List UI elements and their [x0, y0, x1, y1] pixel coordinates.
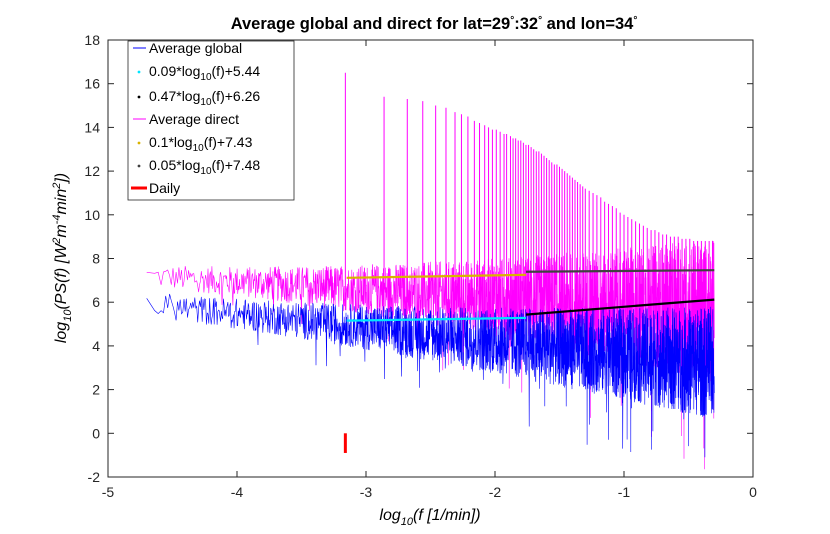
y-tick-label: 2 — [92, 382, 100, 398]
legend-entry: 0.09*log10(f)+5.44 — [149, 63, 260, 83]
fit-line — [346, 273, 526, 279]
y-tick-label: 14 — [84, 119, 100, 135]
legend-entry: 0.1*log10(f)+7.43 — [149, 134, 253, 154]
x-tick-label: 0 — [749, 484, 757, 500]
y-tick-label: 8 — [92, 251, 100, 267]
x-tick-label: -4 — [231, 484, 244, 500]
x-tick-label: -2 — [489, 484, 502, 500]
y-tick-label: 6 — [92, 294, 100, 310]
y-tick-label: -2 — [88, 469, 101, 485]
x-tick-label: -1 — [618, 484, 631, 500]
fit-line — [346, 316, 526, 322]
legend-entry: 0.47*log10(f)+6.26 — [149, 88, 260, 108]
legend-entry: Average direct — [149, 111, 239, 127]
average-global-series — [146, 293, 715, 458]
legend-entry: 0.05*log10(f)+7.48 — [149, 157, 260, 177]
y-tick-label: 16 — [84, 76, 100, 92]
legend-dot-swatch — [137, 164, 141, 168]
x-tick-label: -5 — [102, 484, 115, 500]
legend-entry: Daily — [149, 180, 180, 196]
x-axis-label: log10(f [1/min]) — [379, 507, 480, 528]
fit-line — [525, 269, 715, 273]
degree-sign: ° — [538, 15, 542, 26]
fit-line — [525, 298, 715, 316]
legend-dot-swatch — [137, 95, 141, 99]
y-tick-label: 0 — [92, 425, 100, 441]
axis-ticks: -5 -4 -3 -2 -1 0 -2 0 2 4 6 8 10 12 14 16 18 — [84, 32, 757, 500]
legend-entry: Average global — [149, 40, 242, 56]
chart-title: Average global and direct for lat=29°:32… — [231, 15, 638, 33]
degree-sign: ° — [633, 15, 637, 26]
x-tick-label: -3 — [360, 484, 373, 500]
y-tick-label: 4 — [92, 338, 100, 354]
y-tick-label: 18 — [84, 32, 100, 48]
legend: Average global 0.09*log10(f)+5.44 0.47*log… — [127, 40, 295, 201]
legend-box — [127, 40, 295, 201]
legend-dot-swatch — [137, 141, 141, 145]
y-tick-label: 10 — [84, 207, 100, 223]
y-axis-label: log10(PS(f) [W2m-4min2]) — [51, 173, 74, 343]
legend-dot-swatch — [137, 70, 141, 74]
y-tick-label: 12 — [84, 163, 100, 179]
plot-area — [146, 72, 715, 470]
degree-sign: ° — [510, 15, 514, 26]
